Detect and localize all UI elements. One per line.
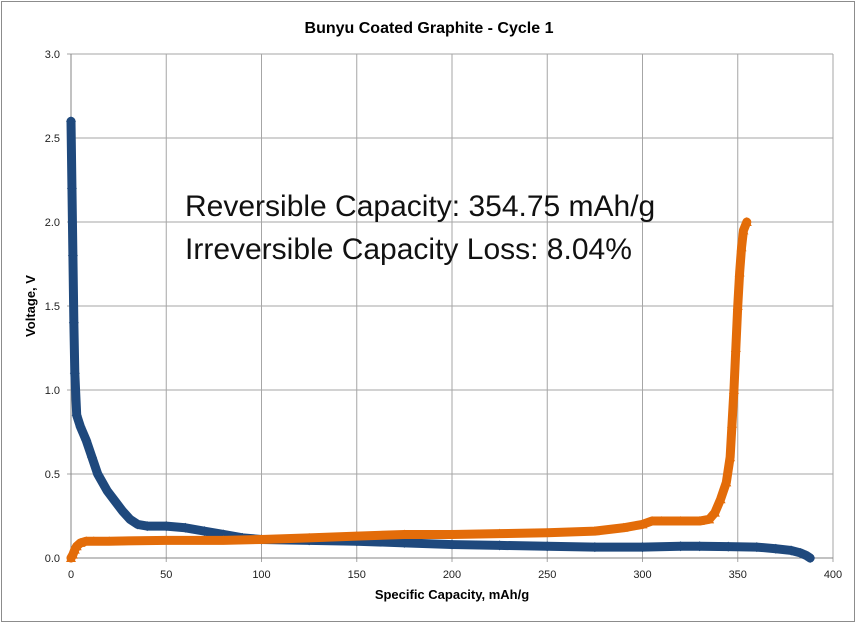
series-2-point [67, 549, 78, 559]
series-1-point [180, 522, 191, 533]
y-tick-label: 3.0 [45, 49, 60, 61]
series-1-point [199, 526, 210, 537]
series-1-point [86, 452, 97, 463]
series-2-point [647, 516, 658, 526]
x-tick-label: 250 [538, 569, 556, 581]
series-1-point [494, 540, 505, 551]
series-1-point [75, 421, 86, 432]
series-1-line [66, 116, 815, 563]
series-1-point [132, 519, 143, 530]
series-2-point [88, 536, 99, 546]
series-2-point [351, 531, 362, 541]
series-2-point [728, 385, 739, 394]
series-1-point [399, 537, 410, 548]
y-tick-label: 1.0 [45, 385, 60, 397]
series-2-point [709, 507, 720, 517]
y-tick-label: 0.5 [45, 469, 60, 481]
series-2-point [734, 267, 745, 277]
series-1-point [770, 543, 781, 554]
annotation-reversible-capacity: Reversible Capacity: 354.75 mAh/g [185, 190, 655, 223]
series-2-point [715, 494, 726, 504]
chart-title: Bunyu Coated Graphite - Cycle 1 [305, 20, 554, 37]
x-tick-label: 300 [633, 569, 651, 581]
x-tick-label: 150 [348, 569, 366, 581]
series-2-point [741, 217, 752, 226]
y-tick-label: 0.0 [45, 553, 60, 565]
series-1-point [81, 435, 92, 446]
series-1-point [109, 495, 120, 506]
x-tick-label: 50 [160, 569, 172, 581]
series-1-point [751, 542, 762, 553]
series-1-point [117, 505, 128, 516]
series-2-point [721, 477, 732, 487]
y-tick-label: 1.5 [45, 301, 60, 313]
series-1-point [637, 542, 648, 553]
series-2-point [494, 528, 505, 538]
series-2-point [618, 522, 629, 532]
series-1-point [447, 539, 457, 550]
series-2-point [256, 534, 267, 544]
series-2-point [161, 535, 172, 545]
series-2-point [704, 514, 715, 524]
series-1-point [694, 541, 705, 552]
series-1-point [71, 410, 82, 421]
series-2-point [656, 516, 667, 526]
x-tick-label: 400 [824, 569, 842, 581]
series-1-point [66, 116, 76, 127]
y-tick-label: 2.0 [45, 217, 60, 229]
series-2-point [104, 536, 115, 546]
x-tick-label: 0 [68, 569, 74, 581]
series-1-point [69, 368, 80, 379]
series-2-point [732, 301, 743, 310]
series-1-point [723, 541, 734, 552]
series-1-point [542, 541, 553, 552]
series-2-point [399, 529, 410, 539]
series-1-point [102, 485, 113, 496]
series-1-point [589, 542, 600, 553]
x-tick-label: 100 [252, 569, 270, 581]
x-tick-label: 200 [443, 569, 461, 581]
series-1-point [66, 183, 77, 194]
y-tick-label: 2.5 [45, 133, 60, 145]
series-1-point [142, 521, 153, 532]
series-2-point [727, 418, 738, 428]
x-tick-label: 350 [729, 569, 747, 581]
y-axis-label: Voltage, V [23, 275, 38, 337]
series-2-point [637, 519, 648, 529]
series-1-point [675, 541, 686, 552]
series-1-point [68, 317, 79, 328]
series-1-point [786, 545, 797, 556]
series-1-point [161, 521, 172, 532]
series-2-point [542, 527, 553, 537]
series-2-point [589, 526, 600, 536]
series-2-point [738, 225, 749, 235]
series-2-point [81, 536, 92, 546]
series-2-point [218, 535, 229, 545]
x-axis-label: Specific Capacity, mAh/g [375, 587, 529, 602]
series-1-point [125, 514, 136, 525]
series-2-point [736, 242, 747, 252]
series-1-point [805, 553, 816, 563]
series-1-point [67, 250, 78, 261]
series-2-point [694, 516, 705, 526]
series-1-point [92, 469, 103, 479]
series-2-point [304, 532, 315, 542]
series-2-point [675, 516, 686, 526]
series-2-point [725, 452, 736, 462]
annotation-irreversible-loss: Irreversible Capacity Loss: 8.04% [185, 233, 632, 266]
series-2-point [730, 343, 741, 352]
series-2-point [447, 529, 457, 539]
